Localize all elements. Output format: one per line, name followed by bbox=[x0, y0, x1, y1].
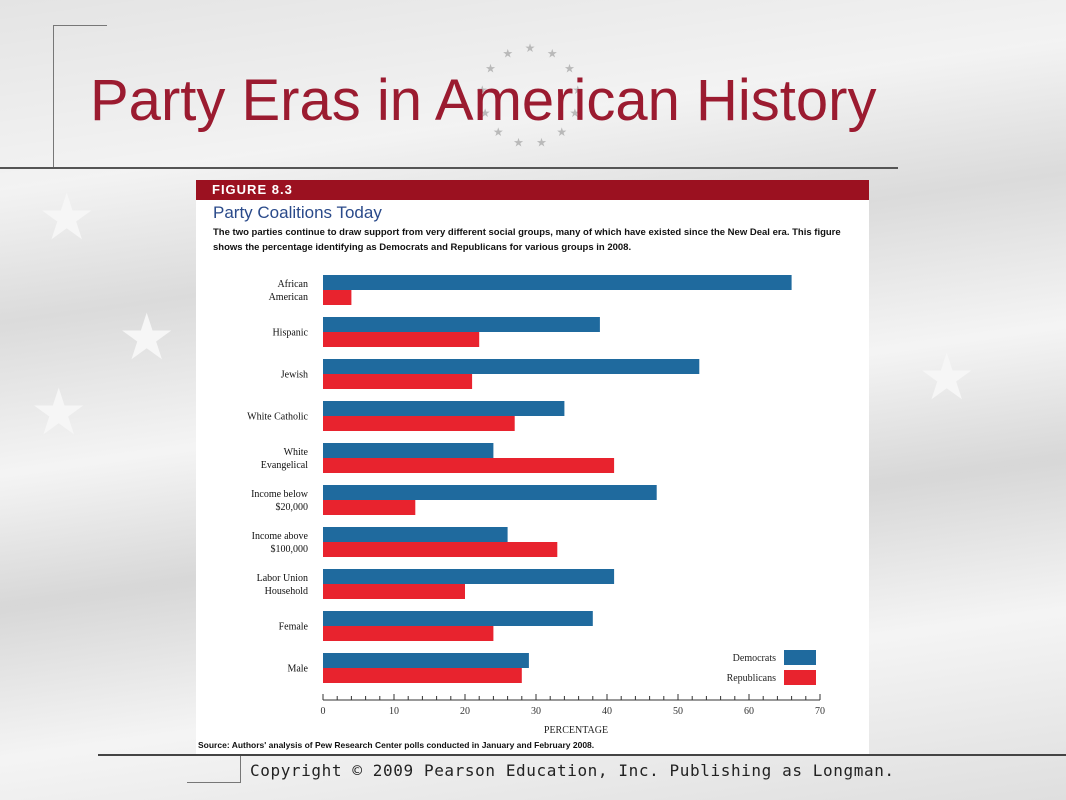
decorative-rule bbox=[53, 25, 54, 167]
bar-democrats bbox=[323, 611, 593, 626]
copyright-text: Copyright © 2009 Pearson Education, Inc.… bbox=[250, 761, 895, 780]
bar-republicans bbox=[323, 668, 522, 683]
category-label: Hispanic bbox=[272, 328, 308, 339]
category-label: Labor Union bbox=[257, 573, 308, 584]
category-label: $20,000 bbox=[276, 502, 309, 513]
ring-star-icon: ★ bbox=[493, 125, 504, 139]
category-label: American bbox=[269, 292, 308, 303]
bar-democrats bbox=[323, 527, 508, 542]
bar-republicans bbox=[323, 458, 615, 473]
bar-republicans bbox=[323, 626, 494, 641]
ring-star-icon: ★ bbox=[513, 136, 524, 150]
x-tick-label: 20 bbox=[460, 706, 470, 717]
background-star: ★ bbox=[118, 301, 176, 373]
legend-label: Democrats bbox=[733, 653, 776, 664]
ring-star-icon: ★ bbox=[536, 136, 547, 150]
decorative-rule bbox=[53, 25, 107, 26]
figure-source: Source: Authors' analysis of Pew Researc… bbox=[198, 740, 595, 750]
ring-star-icon: ★ bbox=[564, 62, 575, 76]
title-divider bbox=[0, 167, 898, 169]
bar-democrats bbox=[323, 275, 792, 290]
ring-star-icon: ★ bbox=[572, 83, 583, 97]
ring-star-icon: ★ bbox=[502, 47, 513, 61]
category-label: $100,000 bbox=[271, 544, 309, 555]
category-label: Income below bbox=[251, 489, 309, 500]
bar-democrats bbox=[323, 317, 600, 332]
category-label: African bbox=[277, 279, 308, 290]
bar-democrats bbox=[323, 359, 700, 374]
figure-header-bar: FIGURE 8.3 bbox=[196, 180, 869, 200]
ring-star-icon: ★ bbox=[547, 47, 558, 61]
bar-republicans bbox=[323, 374, 473, 389]
x-tick-label: 60 bbox=[744, 706, 754, 717]
bar-republicans bbox=[323, 290, 352, 305]
category-label: White Catholic bbox=[247, 412, 308, 423]
category-label: White bbox=[284, 447, 309, 458]
background-star: ★ bbox=[918, 341, 976, 413]
bar-republicans bbox=[323, 500, 416, 515]
x-tick-label: 40 bbox=[602, 706, 612, 717]
ring-star-icon: ★ bbox=[485, 62, 496, 76]
figure-title: Party Coalitions Today bbox=[213, 203, 382, 222]
category-label: Jewish bbox=[281, 370, 308, 381]
x-axis-label: PERCENTAGE bbox=[544, 725, 608, 736]
figure-label: FIGURE 8.3 bbox=[212, 182, 293, 197]
x-tick-label: 0 bbox=[321, 706, 326, 717]
bar-republicans bbox=[323, 584, 465, 599]
figure-caption: The two parties continue to draw support… bbox=[213, 227, 841, 253]
ring-star-icon: ★ bbox=[556, 125, 567, 139]
bar-democrats bbox=[323, 653, 529, 668]
legend-swatch-republicans bbox=[784, 670, 816, 685]
legend-label: Republicans bbox=[727, 673, 777, 684]
ring-star-icon: ★ bbox=[480, 106, 491, 120]
x-tick-label: 50 bbox=[673, 706, 683, 717]
background-star: ★ bbox=[30, 376, 88, 448]
bar-democrats bbox=[323, 485, 657, 500]
slide-title: Party Eras in American History bbox=[90, 68, 877, 133]
category-label: Income above bbox=[252, 531, 309, 542]
star-ring-icon: ★ ★★★★★★★★★★★★ bbox=[477, 41, 583, 150]
bar-republicans bbox=[323, 416, 515, 431]
x-tick-label: 10 bbox=[389, 706, 399, 717]
bar-chart: African American Hispanic Jewish White Catho… bbox=[247, 275, 825, 736]
category-label: Evangelical bbox=[261, 460, 308, 471]
background-star: ★ bbox=[38, 181, 96, 253]
ring-star-icon: ★ bbox=[525, 41, 536, 55]
bar-republicans bbox=[323, 542, 558, 557]
category-label: Household bbox=[265, 586, 308, 597]
bar-democrats bbox=[323, 443, 494, 458]
bar-republicans bbox=[323, 332, 480, 347]
legend-swatch-democrats bbox=[784, 650, 816, 665]
x-tick-label: 30 bbox=[531, 706, 541, 717]
category-label: Female bbox=[279, 622, 309, 633]
x-tick-label: 70 bbox=[815, 706, 825, 717]
category-label: Male bbox=[287, 664, 308, 675]
footer-divider bbox=[98, 754, 1066, 756]
bar-democrats bbox=[323, 401, 565, 416]
ring-star-icon: ★ bbox=[570, 106, 581, 120]
footer-box bbox=[187, 756, 241, 783]
ring-star-icon: ★ bbox=[477, 83, 488, 97]
bar-democrats bbox=[323, 569, 615, 584]
